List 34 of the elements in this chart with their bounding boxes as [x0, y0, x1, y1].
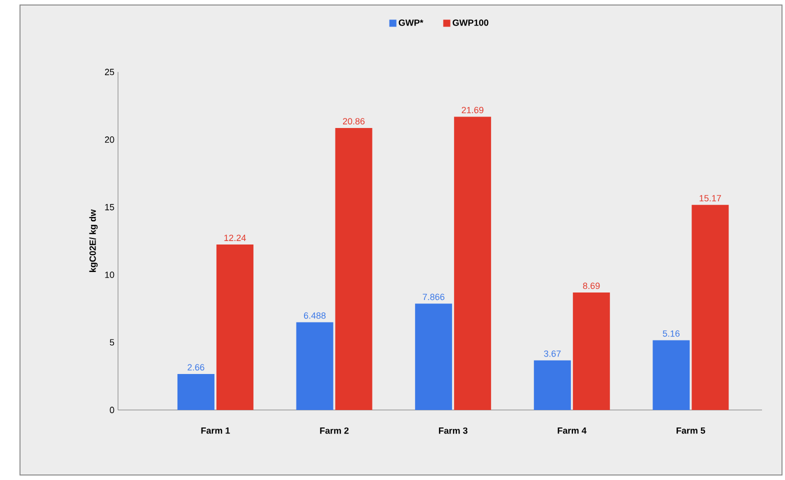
- bar: [652, 340, 690, 410]
- y-tick-label: 25: [104, 68, 114, 76]
- data-label: 21.69: [462, 106, 484, 114]
- bar: [216, 244, 254, 410]
- x-tick-label: Farm 1: [201, 427, 230, 434]
- data-label: 7.866: [422, 294, 444, 300]
- y-axis-title: kgC02E/ kg dw: [89, 209, 98, 272]
- data-label: 5.16: [662, 330, 680, 337]
- y-tick-label: 15: [105, 204, 114, 210]
- bar: [572, 292, 610, 410]
- bar: [296, 322, 334, 410]
- y-tick-label: 0: [110, 406, 114, 414]
- x-tick-label: Farm 5: [676, 427, 706, 434]
- bar: [335, 128, 372, 410]
- data-label: 6.488: [304, 312, 326, 319]
- legend-label: GWP100: [452, 19, 488, 26]
- data-label: 3.67: [544, 350, 561, 357]
- x-tick-label: Farm 4: [558, 427, 587, 434]
- data-label: 8.69: [583, 282, 600, 289]
- bar: [454, 116, 492, 410]
- bar: [692, 204, 729, 410]
- data-label: 2.66: [188, 364, 204, 371]
- y-tick-label: 10: [105, 272, 114, 278]
- data-label: 12.24: [224, 234, 246, 241]
- y-tick-label: 20: [104, 136, 114, 143]
- bar: [534, 360, 571, 410]
- x-tick-label: Farm 3: [438, 427, 468, 434]
- bar: [177, 374, 214, 410]
- bar: [415, 304, 452, 410]
- data-label: 20.86: [342, 118, 365, 124]
- legend-label: GWP*: [398, 19, 424, 26]
- y-tick-label: 5: [110, 339, 114, 346]
- x-tick-label: Farm 2: [320, 427, 349, 434]
- data-label: 15.17: [700, 195, 721, 202]
